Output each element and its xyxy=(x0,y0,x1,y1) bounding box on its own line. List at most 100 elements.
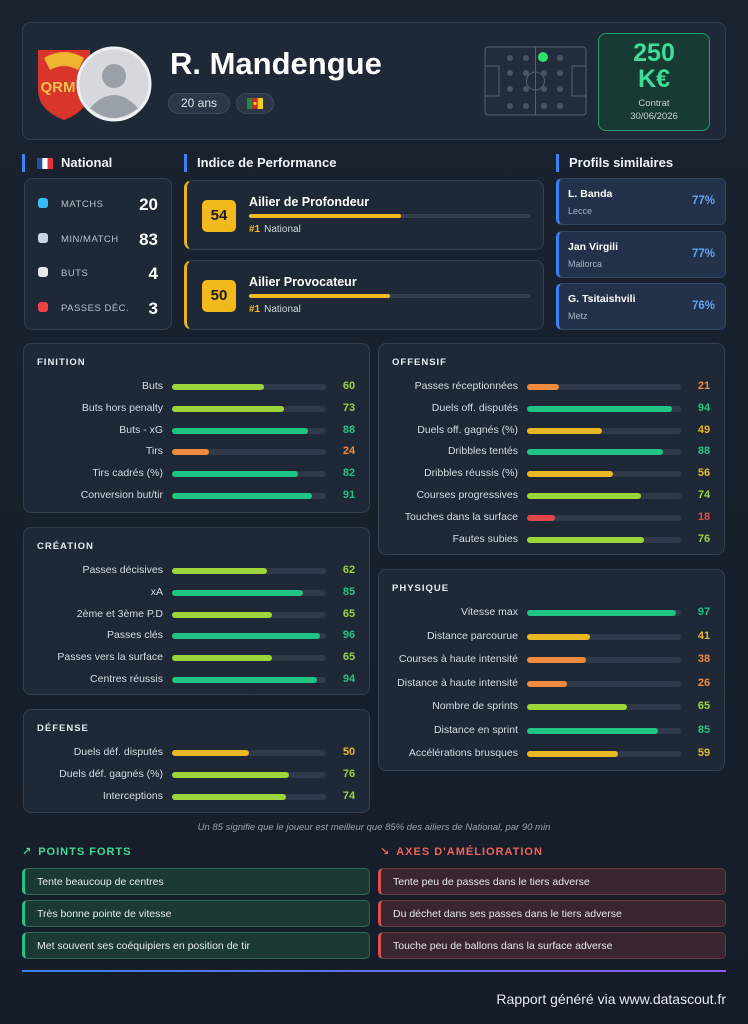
metric-value: 59 xyxy=(697,747,711,759)
metric-bar xyxy=(527,384,560,390)
metric-value: 73 xyxy=(342,401,356,414)
metric-bar xyxy=(172,449,209,456)
metric-label: Passes clés xyxy=(106,629,163,642)
metric-track xyxy=(172,589,326,596)
metric-label: Buts - xG xyxy=(119,423,163,436)
stat-panel: DÉFENSE Duels déf. disputés 50 Duels déf. g… xyxy=(23,709,370,813)
metric-label: Duels off. disputés xyxy=(431,401,518,414)
improvements-title-text: AXES D'AMÉLIORATION xyxy=(396,846,543,858)
similar-card: G. Tsitaishvili Metz 76% xyxy=(556,283,726,330)
metric-track xyxy=(172,384,326,390)
stat-value: 20 xyxy=(139,195,158,214)
metric-bar xyxy=(527,704,628,710)
metric-bar xyxy=(172,493,313,499)
metric-bar xyxy=(527,680,568,687)
metric-value: 26 xyxy=(697,676,711,689)
metric-track xyxy=(172,677,326,683)
similar-score: 76% xyxy=(691,300,715,312)
stat-label: MIN/MATCH xyxy=(61,233,119,245)
metric-track xyxy=(527,384,681,390)
age-pill: 20 ans xyxy=(168,93,230,114)
metric-track xyxy=(527,657,681,663)
metric-track xyxy=(172,793,326,800)
similar-score: 77% xyxy=(691,195,715,207)
profile-name: Ailier Provocateur xyxy=(249,275,357,289)
metric-label: Duels off. gagnés (%) xyxy=(417,423,518,436)
improvements-item: Tente peu de passes dans le tiers advers… xyxy=(378,868,726,895)
metric-track xyxy=(527,405,681,412)
score-badge: 50 xyxy=(202,280,236,312)
metric-value: 38 xyxy=(697,653,711,665)
metric-bar xyxy=(527,536,645,543)
metric-value: 96 xyxy=(342,629,356,642)
nationality-pill xyxy=(236,93,274,114)
metric-label: 2ème et 3ème P.D xyxy=(76,607,163,620)
metric-track xyxy=(172,471,326,478)
stat-label: BUTS xyxy=(61,268,89,279)
contract-box: 250 K€ Contrat 30/06/2026 xyxy=(598,33,710,131)
metric-label: Distance à haute intensité xyxy=(397,676,518,689)
metric-label: Dribbles tentés xyxy=(447,445,518,458)
metric-label: Centres réussis xyxy=(90,673,163,685)
metric-value: 76 xyxy=(342,767,356,780)
metric-value: 74 xyxy=(342,789,356,802)
strengths-item: Très bonne pointe de vitesse xyxy=(22,900,370,927)
metric-value: 24 xyxy=(342,445,356,458)
logo-text: QRM xyxy=(41,79,76,96)
metric-bar xyxy=(172,405,285,412)
metric-value: 88 xyxy=(697,445,711,458)
metric-label: Duels déf. disputés xyxy=(73,746,163,758)
stat-icon xyxy=(38,198,48,208)
metric-bar xyxy=(172,611,273,618)
metric-value: 82 xyxy=(342,467,356,480)
stat-label: PASSES DÉC. xyxy=(61,302,130,314)
metric-track xyxy=(527,610,681,616)
panel-title: PHYSIQUE xyxy=(392,583,450,594)
metric-value: 50 xyxy=(342,746,356,758)
metric-label: Fautes subies xyxy=(452,532,518,545)
metric-bar xyxy=(527,727,658,734)
panel-title: CRÉATION xyxy=(37,541,94,552)
metric-value: 56 xyxy=(697,467,711,480)
metric-label: Tirs cadrés (%) xyxy=(92,467,163,480)
metric-bar xyxy=(172,568,268,574)
metric-bar xyxy=(527,610,677,616)
metric-track xyxy=(527,536,681,543)
profile-name: Ailier de Profondeur xyxy=(249,195,370,209)
metric-bar xyxy=(172,633,320,640)
metric-bar xyxy=(172,384,265,390)
metric-track xyxy=(527,449,681,456)
metric-bar xyxy=(527,405,672,412)
metric-bar xyxy=(172,677,317,683)
metric-track xyxy=(527,727,681,734)
metric-track xyxy=(172,633,326,640)
metric-track xyxy=(527,493,681,499)
metric-value: 49 xyxy=(697,423,711,436)
metric-track xyxy=(172,427,326,434)
similar-club: Metz xyxy=(568,311,588,321)
metric-label: Dribbles réussis (%) xyxy=(424,467,518,480)
stat-panel: PHYSIQUE Vitesse max 97 Distance parcourue 4… xyxy=(378,569,725,771)
similar-score: 77% xyxy=(691,248,715,260)
metric-bar xyxy=(172,427,308,434)
metric-track xyxy=(527,633,681,640)
rank-line: #1 National xyxy=(249,304,301,315)
score-bar xyxy=(249,214,402,218)
stat-panel: FINITION Buts 60 Buts hors penalty 73 Buts - … xyxy=(23,343,370,513)
flag-france xyxy=(37,158,53,169)
league-stats-card: MATCHS 20 MIN/MATCH 83 BUTS 4 PASSES DÉC. 3 xyxy=(24,178,172,330)
similar-title: Profils similaires xyxy=(556,154,673,172)
metric-value: 62 xyxy=(342,564,356,576)
improvements-title: ↘ AXES D'AMÉLIORATION xyxy=(380,846,543,858)
metric-value: 65 xyxy=(697,700,711,712)
metric-value: 85 xyxy=(342,585,356,598)
pitch-diagram xyxy=(484,46,587,116)
metric-bar xyxy=(527,657,586,663)
score-track xyxy=(249,294,531,298)
metric-bar xyxy=(527,427,603,434)
metric-track xyxy=(527,471,681,478)
stat-label: MATCHS xyxy=(61,199,104,210)
flag-cameroon xyxy=(247,98,263,109)
contract-label: Contrat xyxy=(638,98,670,109)
metric-label: Courses progressives xyxy=(416,489,518,501)
